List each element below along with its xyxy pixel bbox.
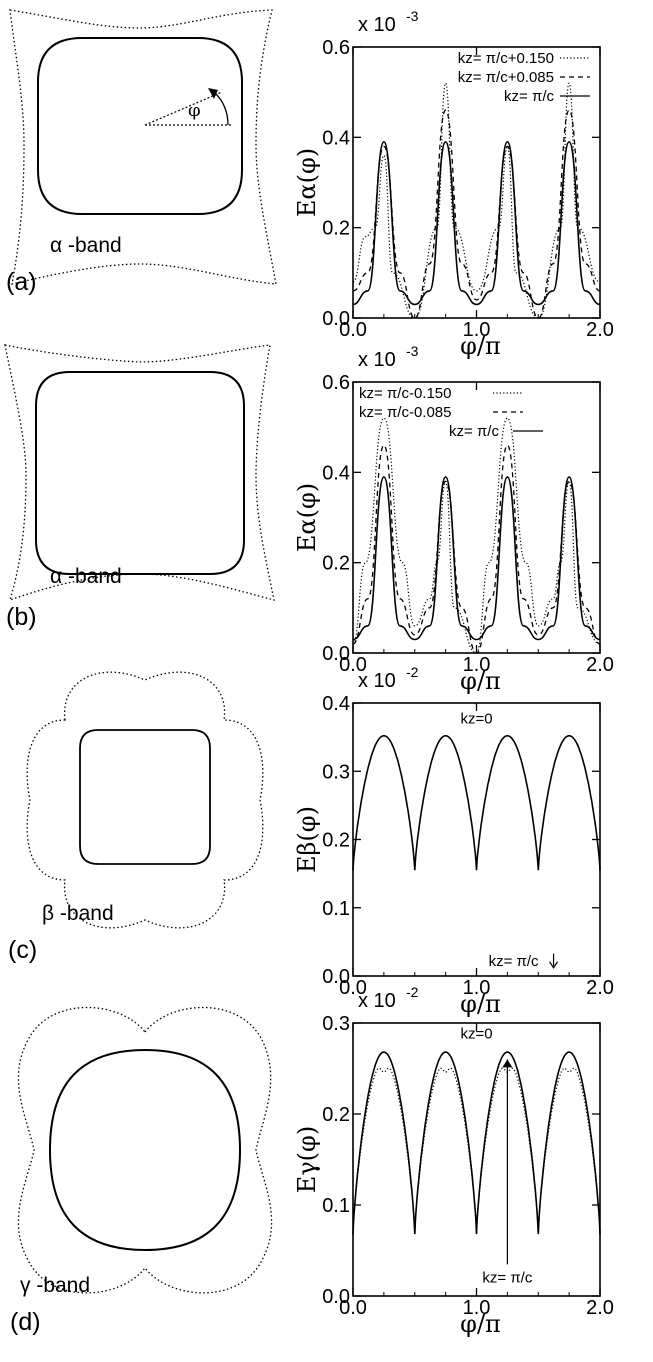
annotation-2: kz= π/c [482,1269,532,1286]
band-label-b: α -band [50,565,122,588]
series-line-2 [352,109,601,319]
legend-entry-2: kz= π/c-0.085 [359,404,451,421]
legend-entry-3: kz= π/c [449,423,499,440]
fermi-surface-c: β -band (c) [8,671,264,964]
fermi-surface-d: γ -band (d) [10,1006,273,1336]
x-axis-label: φ/π [460,667,501,695]
series-line-2 [352,444,601,654]
chart-panel-2: 0.0 1.0 2.0 0.0 0.2 0.4 0.6 φ/π Eα(φ) x 10 -3 kz= π… [293,343,614,695]
y-tick-label: 0.1 [322,1195,350,1217]
y-axis-label: Eα(φ) [293,148,321,217]
x-tick-label: 1.0 [463,1297,491,1319]
chart-panel-3: 0.0 1.0 2.0 0.0 0.1 0.2 0.3 0.4 φ/π Eβ(φ) x 10 -2 kz… [293,664,614,1018]
series-line-3 [352,476,601,641]
band-label-c: β -band [42,902,114,925]
series-line-1 [352,82,601,319]
x-tick-label: 1.0 [463,654,491,676]
alpha-outer-contour-a [9,9,277,285]
y-axis-label: Eγ(φ) [293,1126,321,1193]
y-tick-label: 0.0 [322,1286,350,1308]
y-tick-label: 0.2 [322,553,350,575]
alpha-inner-contour-a [37,37,243,215]
x-tick-label: 0.0 [339,319,367,341]
scale-multiplier: x 10 [358,14,396,36]
series-line-1 [352,1051,601,1235]
plot-frame [352,1022,601,1297]
alpha-outer-contour-b [4,344,275,602]
panel-label-c: (c) [8,936,37,964]
y-tick-label: 0.3 [322,761,350,783]
y-tick-label: 0.1 [322,898,350,920]
series-line-1 [352,735,601,871]
beta-outer-contour [26,671,264,929]
legend-entry-2: kz= π/c+0.085 [458,69,554,86]
panel-label-d: (d) [10,1308,41,1336]
y-tick-label: 0.4 [322,462,350,484]
annotation-arrowhead [502,1059,513,1068]
legend-entry-1: kz= π/c-0.150 [359,385,451,402]
y-tick-label: 0.4 [322,693,350,715]
legend-entry-3: kz= π/c [504,88,554,105]
x-tick-label: 0.0 [339,977,367,999]
annotation-arrowhead [549,961,559,969]
scale-multiplier: x 10 [358,670,396,692]
x-axis-label: φ/π [460,990,501,1018]
fermi-surface-a: φ α -band (a) [6,9,277,296]
x-tick-label: 1.0 [463,319,491,341]
gamma-outer-contour [17,1006,273,1294]
annotation-2: kz= π/c [489,953,539,970]
annotation-1: kz=0 [460,710,492,727]
y-tick-label: 0.3 [322,1013,350,1035]
scale-exponent: -3 [406,8,419,24]
angle-arc [213,91,229,126]
scale-multiplier: x 10 [358,349,396,371]
x-tick-label: 2.0 [586,654,614,676]
y-tick-label: 0.4 [322,127,350,149]
band-label-a: α -band [50,234,122,257]
y-tick-label: 0.6 [322,37,350,59]
series-line-3 [352,140,601,306]
gamma-inner-contour [48,1048,242,1252]
panel-label-b: (b) [6,603,37,631]
x-axis-label: φ/π [460,1310,501,1338]
angle-arrowhead [208,88,218,99]
band-label-d: γ -band [20,1274,90,1297]
x-tick-label: 1.0 [463,977,491,999]
plot-frame [352,702,601,977]
annotation-1: kz=0 [460,1025,492,1042]
charts: 0.0 1.0 2.0 0.0 0.2 0.4 0.6 φ/π Eα(φ) x 10 -3 kz= π… [293,8,614,1338]
panel-label-a: (a) [6,268,37,296]
y-tick-label: 0.0 [322,643,350,665]
scale-exponent: -2 [406,664,419,680]
y-tick-label: 0.0 [322,966,350,988]
chart-panel-1: 0.0 1.0 2.0 0.0 0.2 0.4 0.6 φ/π Eα(φ) x 10 -3 kz= π… [293,8,614,360]
y-tick-label: 0.0 [322,308,350,330]
angle-ray-line [144,91,223,126]
beta-inner-contour [79,729,211,865]
series-line-2 [352,1067,601,1235]
fermi-surface-b: α -band (b) [4,344,275,631]
y-tick-label: 0.2 [322,1104,350,1126]
x-tick-label: 2.0 [586,977,614,999]
angle-symbol: φ [188,100,201,121]
y-tick-label: 0.2 [322,218,350,240]
x-tick-label: 2.0 [586,1297,614,1319]
x-axis-label: φ/π [460,332,501,360]
x-tick-label: 0.0 [339,1297,367,1319]
scale-multiplier: x 10 [358,990,396,1012]
scale-exponent: -2 [406,984,419,1000]
alpha-inner-contour-b [35,371,245,575]
chart-panel-4: 0.0 1.0 2.0 0.0 0.1 0.2 0.3 φ/π Eγ(φ) x 10 -2 kz=0 k… [293,984,614,1338]
y-tick-label: 0.2 [322,830,350,852]
series-line-1 [352,417,601,654]
scale-exponent: -3 [406,343,419,359]
y-axis-label: Eα(φ) [293,483,321,552]
legend-entry-1: kz= π/c+0.150 [458,50,554,67]
y-axis-label: Eβ(φ) [293,806,321,873]
x-tick-label: 0.0 [339,654,367,676]
y-tick-label: 0.6 [322,372,350,394]
x-tick-label: 2.0 [586,319,614,341]
